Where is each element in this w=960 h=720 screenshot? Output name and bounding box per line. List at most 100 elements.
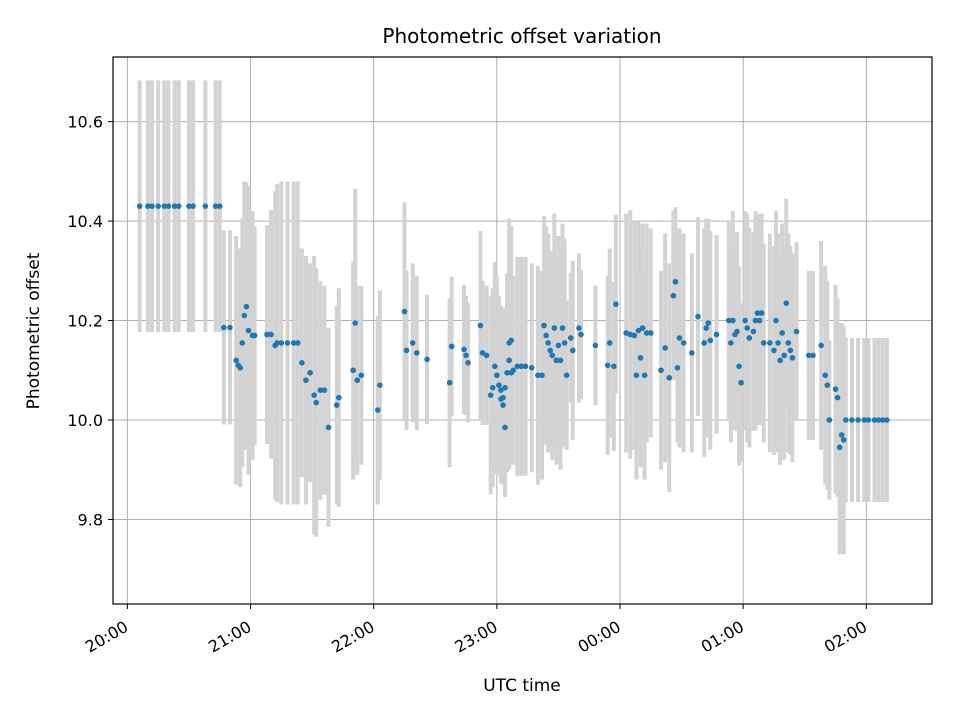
data-point — [861, 417, 868, 423]
data-point — [561, 340, 568, 346]
data-point — [771, 347, 777, 354]
data-point — [241, 312, 248, 319]
data-point — [555, 342, 562, 349]
data-point — [855, 417, 861, 423]
data-point — [522, 363, 529, 370]
data-point — [299, 360, 305, 366]
data-point — [767, 340, 773, 346]
data-point — [243, 303, 250, 310]
data-point — [641, 372, 648, 379]
data-point — [884, 417, 890, 423]
data-point — [836, 444, 843, 451]
data-point — [713, 331, 720, 338]
chart-title: Photometric offset variation — [382, 24, 661, 48]
data-point — [502, 424, 508, 431]
data-point — [553, 357, 560, 364]
data-point — [294, 340, 301, 346]
data-point — [278, 340, 285, 346]
data-point — [734, 328, 740, 335]
data-point — [335, 394, 342, 401]
data-point — [730, 317, 736, 324]
data-point — [518, 363, 525, 370]
data-point — [221, 324, 227, 331]
data-point — [528, 364, 535, 371]
data-point — [865, 417, 872, 423]
data-point — [506, 357, 512, 364]
data-points — [136, 203, 890, 451]
data-point — [703, 325, 710, 331]
data-point — [810, 352, 816, 359]
data-point — [781, 352, 788, 359]
data-point — [725, 317, 732, 324]
data-point — [689, 350, 695, 356]
data-point — [245, 327, 252, 334]
data-point — [793, 328, 800, 335]
data-point — [637, 355, 644, 361]
data-point — [325, 424, 332, 431]
data-point — [822, 372, 829, 379]
data-point — [543, 332, 549, 339]
data-point — [563, 372, 570, 379]
data-point — [354, 377, 361, 384]
data-point — [672, 278, 679, 285]
data-point — [840, 437, 847, 443]
data-point — [760, 340, 767, 346]
data-point — [274, 340, 281, 346]
x-axis-label: UTC time — [483, 676, 561, 696]
data-point — [775, 340, 781, 346]
data-point — [746, 335, 753, 341]
data-point — [818, 342, 824, 349]
data-point — [409, 340, 416, 346]
data-point — [307, 369, 313, 376]
data-point — [756, 317, 763, 324]
data-point — [606, 340, 613, 346]
data-point — [549, 352, 556, 359]
data-point — [403, 347, 410, 354]
data-point — [502, 384, 508, 391]
data-point — [736, 363, 742, 370]
data-point — [875, 417, 882, 423]
data-point — [639, 325, 646, 331]
data-point — [149, 203, 155, 209]
plot-frame — [112, 56, 933, 605]
data-point — [303, 377, 309, 384]
data-point — [483, 352, 490, 359]
y-tick-label: 10.2 — [67, 312, 103, 331]
data-point — [145, 203, 151, 209]
data-point — [666, 374, 673, 381]
data-point — [311, 392, 317, 398]
data-point — [547, 347, 554, 354]
data-point — [155, 203, 161, 209]
data-point — [842, 417, 849, 423]
data-point — [401, 308, 408, 315]
data-point — [216, 203, 223, 209]
data-point — [728, 340, 734, 346]
data-point — [567, 335, 574, 341]
data-point — [787, 347, 794, 354]
data-point — [477, 322, 484, 329]
data-point — [202, 203, 209, 209]
data-point — [695, 313, 701, 320]
data-point — [744, 325, 751, 331]
data-point — [352, 320, 359, 326]
data-point — [647, 330, 654, 336]
data-point — [313, 399, 320, 406]
data-point — [489, 384, 496, 391]
data-point — [251, 332, 258, 339]
data-point — [701, 340, 707, 346]
data-point — [317, 387, 324, 393]
data-point — [539, 372, 545, 379]
data-point — [707, 337, 714, 344]
data-point — [461, 346, 467, 353]
data-point — [161, 203, 168, 209]
data-point — [491, 363, 498, 370]
data-point — [806, 352, 812, 359]
data-point — [785, 340, 792, 346]
data-point — [186, 203, 192, 209]
data-point — [424, 356, 430, 363]
data-point — [576, 325, 582, 331]
data-point — [268, 331, 274, 338]
data-point — [136, 203, 143, 209]
data-point — [779, 330, 785, 336]
